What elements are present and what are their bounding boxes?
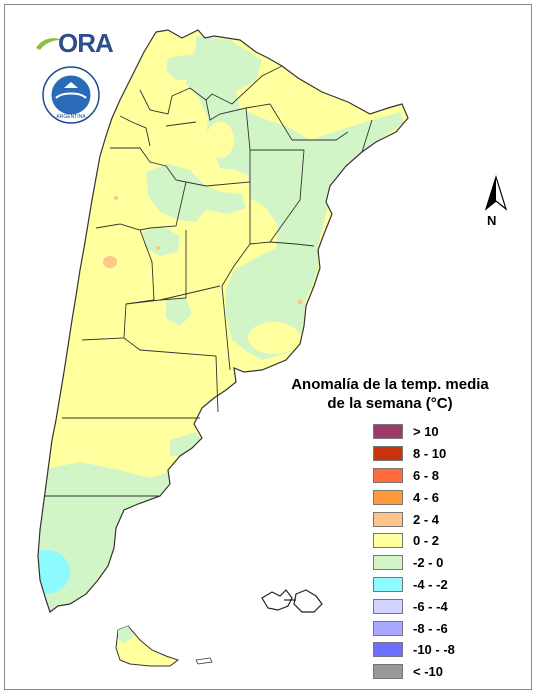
- legend-swatch: [373, 664, 403, 680]
- zone-warm-dot-2: [156, 246, 160, 250]
- legend-swatch: [373, 467, 403, 483]
- legend-label: > 10: [413, 424, 439, 440]
- legend-item: 6 - 8: [373, 465, 455, 487]
- legend-swatch: [373, 424, 403, 440]
- zone-warm-dot-1: [114, 196, 118, 200]
- zone-center-cool: [146, 164, 246, 222]
- legend-label: -6 - -4: [413, 598, 448, 614]
- legend-item: 8 - 10: [373, 443, 455, 465]
- legend-label: -4 - -2: [413, 576, 448, 592]
- legend-item: 4 - 6: [373, 486, 455, 508]
- legend-swatch: [373, 489, 403, 505]
- legend-item: -4 - -2: [373, 574, 455, 596]
- legend-label: -8 - -6: [413, 620, 448, 636]
- legend-swatch: [373, 555, 403, 571]
- map-frame: [4, 4, 532, 690]
- legend-swatch: [373, 533, 403, 549]
- seal-text: ARGENTINA: [56, 114, 86, 120]
- legend-item: -10 - -8: [373, 639, 455, 661]
- legend-swatch: [373, 511, 403, 527]
- province-borders: [37, 29, 409, 613]
- legend-swatch: [373, 446, 403, 462]
- legend-title-line1: Anomalía de la temp. media: [291, 376, 489, 393]
- legend-item: < -10: [373, 661, 455, 683]
- legend-label: 8 - 10: [413, 446, 447, 462]
- ora-logo-text: ORA: [58, 28, 114, 58]
- legend-title-line2: de la semana (°C): [327, 395, 453, 412]
- zone-north-strip: [166, 54, 200, 80]
- north-arrow-label: N: [487, 213, 497, 228]
- isla-estados: [195, 657, 213, 665]
- zone-warm-island-2: [206, 122, 234, 158]
- zone-pampa-spot: [166, 298, 192, 326]
- smn-seal-icon: ARGENTINA: [42, 66, 100, 124]
- legend-swatch: [373, 598, 403, 614]
- legend-swatch: [373, 642, 403, 658]
- zone-warm-island-1: [248, 322, 300, 354]
- legend-item: 2 - 4: [373, 508, 455, 530]
- zone-warm-dot-3: [297, 299, 303, 305]
- legend-swatch: [373, 576, 403, 592]
- legend-item: -8 - -6: [373, 617, 455, 639]
- anomaly-zones: [38, 36, 404, 612]
- legend-item: -6 - -4: [373, 595, 455, 617]
- zone-cold-southwest: [38, 550, 70, 594]
- ora-logo-icon: [36, 38, 62, 50]
- legend-item: > 10: [373, 421, 455, 443]
- legend: > 10 8 - 10 6 - 8 4 - 6 2 - 4 0 - 2 -2 - 0 -4 -…: [373, 421, 455, 683]
- legend-item: 0 - 2: [373, 530, 455, 552]
- legend-label: 2 - 4: [413, 511, 440, 527]
- legend-item: -2 - 0: [373, 552, 455, 574]
- zone-warm-spot-mendoza: [103, 256, 117, 268]
- tierra-del-fuego-cool: [118, 626, 134, 644]
- legend-label: < -10: [413, 664, 443, 680]
- legend-title: Anomalía de la temp. media de la semana …: [282, 375, 498, 413]
- north-arrow-icon: [484, 175, 508, 211]
- legend-label: -10 - -8: [413, 642, 455, 658]
- legend-label: -2 - 0: [413, 555, 444, 571]
- legend-swatch: [373, 620, 403, 636]
- legend-label: 6 - 8: [413, 467, 440, 483]
- zone-cuyo-cool: [142, 226, 180, 256]
- legend-label: 4 - 6: [413, 489, 440, 505]
- malvinas-islands: [261, 589, 323, 613]
- zone-northeast-cool: [186, 36, 404, 360]
- legend-label: 0 - 2: [413, 533, 440, 549]
